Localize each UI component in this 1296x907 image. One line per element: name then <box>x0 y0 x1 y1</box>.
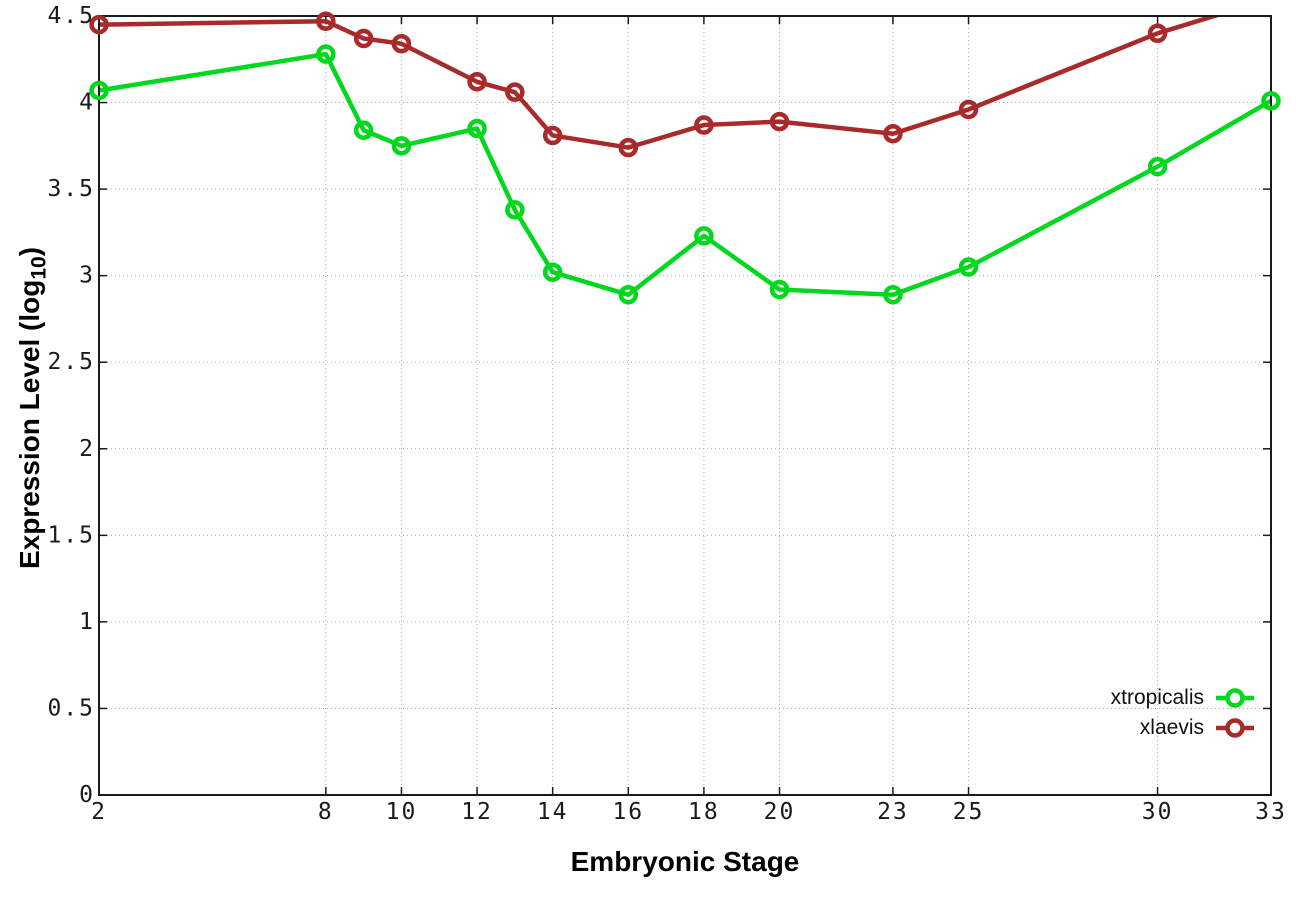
x-tick-label: 8 <box>318 799 334 825</box>
data-point-xtropicalis-stage-30 <box>1147 156 1168 177</box>
y-axis-title-subscript: 10 <box>27 256 51 280</box>
data-point-xtropicalis-stage-12 <box>467 118 487 139</box>
data-point-xtropicalis-stage-2 <box>89 80 109 101</box>
data-point-xtropicalis-stage-33 <box>1261 91 1281 111</box>
data-point-xlaevis-stage-25 <box>958 99 979 120</box>
x-tick-label: 25 <box>953 799 985 825</box>
data-point-xtropicalis-stage-25 <box>958 257 979 277</box>
legend-label-xtropicalis: xtropicalis <box>1110 686 1204 709</box>
x-tick-label: 12 <box>461 799 493 825</box>
x-tick-label: 16 <box>612 799 644 825</box>
data-point-xlaevis-stage-23 <box>883 123 903 144</box>
plot-border <box>98 15 1272 796</box>
data-point-xtropicalis-stage-8 <box>316 44 336 64</box>
series-line-xlaevis <box>99 16 1222 150</box>
data-point-xlaevis-stage-12 <box>467 72 487 92</box>
x-tick-label: 18 <box>688 799 720 825</box>
x-tick-label: 23 <box>877 799 909 825</box>
x-tick-label: 10 <box>386 799 418 825</box>
data-point-xlaevis-stage-20 <box>769 111 790 132</box>
data-point-xlaevis-stage-16 <box>618 137 639 158</box>
data-point-xlaevis-stage-9 <box>353 28 374 49</box>
y-tick-label: 2 <box>79 436 95 462</box>
data-point-xlaevis-stage-18 <box>694 115 714 135</box>
data-point-xtropicalis-stage-9 <box>353 120 374 141</box>
y-axis-title-text: Expression Level (log <box>14 279 45 570</box>
legend-label-xlaevis: xlaevis <box>1139 716 1204 739</box>
series-line-xtropicalis <box>99 51 1271 297</box>
data-point-xlaevis-stage-30 <box>1147 23 1168 44</box>
legend-sample-line-icon <box>1216 688 1254 708</box>
x-tick-label: 30 <box>1142 799 1174 825</box>
legend: xtropicalis xlaevis <box>1111 684 1256 742</box>
data-point-xtropicalis-stage-23 <box>883 284 903 305</box>
y-tick-label: 0.5 <box>47 695 95 721</box>
y-tick-label: 0 <box>79 782 95 808</box>
x-tick-label: 20 <box>764 799 796 825</box>
y-tick-label: 3.5 <box>47 176 95 202</box>
data-point-xtropicalis-stage-14 <box>542 262 563 282</box>
data-point-xlaevis-stage-10 <box>391 33 412 54</box>
data-point-xtropicalis-stage-20 <box>769 279 790 300</box>
y-axis-title: Expression Level (log10) <box>14 246 51 570</box>
data-point-xtropicalis-stage-13 <box>505 200 525 220</box>
x-tick-label: 33 <box>1255 799 1287 825</box>
x-tick-label: 2 <box>91 799 107 825</box>
legend-entry-xlaevis: xlaevis <box>1111 714 1256 742</box>
y-tick-label: 2.5 <box>47 349 95 375</box>
y-tick-label: 4.5 <box>47 3 95 29</box>
legend-entry-xtropicalis: xtropicalis <box>1111 684 1256 712</box>
data-point-xlaevis-stage-13 <box>505 82 525 102</box>
data-point-xlaevis-stage-14 <box>542 125 563 146</box>
data-point-xtropicalis-stage-18 <box>694 226 714 246</box>
y-tick-label: 1.5 <box>47 522 95 548</box>
legend-sample-line-icon <box>1216 718 1254 738</box>
y-tick-label: 1 <box>79 609 95 635</box>
data-point-xtropicalis-stage-16 <box>618 284 639 305</box>
data-point-xtropicalis-stage-10 <box>391 136 412 156</box>
y-tick-label: 3 <box>79 263 95 289</box>
y-axis-title-close: ) <box>14 246 45 257</box>
data-point-xlaevis-stage-2 <box>89 14 109 35</box>
data-point-xlaevis-stage-8 <box>316 11 336 31</box>
y-tick-label: 4 <box>79 90 95 116</box>
x-tick-label: 14 <box>537 799 569 825</box>
x-axis-title: Embryonic Stage <box>570 846 800 877</box>
